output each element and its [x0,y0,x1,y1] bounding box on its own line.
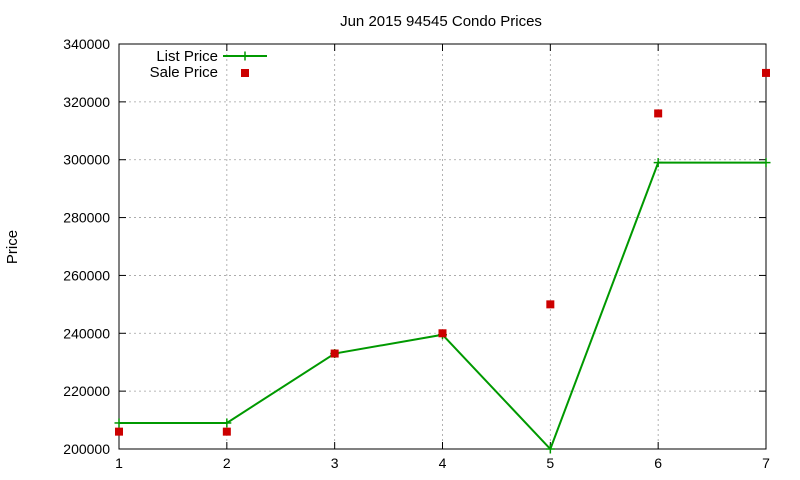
list-price-point [545,444,555,454]
sale-price-point [115,427,123,436]
legend-marker-list-price [240,51,250,61]
legend-label-sale-price: Sale Price [150,64,218,81]
x-tick-label: 6 [654,455,662,471]
y-axis-label: Price [4,230,21,264]
axes: 200000 220000 240000 260000 280000 300000 3200… [63,36,770,471]
sale-price-point [330,349,339,358]
x-tick-label: 2 [223,455,231,471]
sale-price-point [546,300,555,309]
legend-label-list-price: List Price [156,48,218,65]
series [114,68,771,454]
y-tick-label: 300000 [63,152,110,168]
plot-frame [118,43,767,450]
sale-price-point [762,68,770,77]
y-tick-label: 260000 [63,267,110,283]
x-tick-label: 3 [331,455,339,471]
list-price-point [761,158,771,168]
sale-price-point [438,329,447,338]
y-tick-label: 320000 [63,94,110,110]
y-tick-label: 340000 [63,36,110,52]
chart-title: Jun 2015 94545 Condo Prices [340,13,542,30]
y-tick-label: 220000 [63,383,110,399]
list-price-point [114,418,124,428]
list-price-point [653,158,663,168]
x-tick-label: 1 [115,455,123,471]
legend-marker-sale-price [241,69,249,77]
sale-price-point [222,427,231,436]
list-price-point [222,418,232,428]
y-tick-label: 280000 [63,210,110,226]
x-tick-label: 7 [762,455,770,471]
y-tick-label: 240000 [63,325,110,341]
sale-price-point [654,109,663,118]
x-tick-label: 5 [546,455,554,471]
x-tick-label: 4 [439,455,447,471]
y-tick-label: 200000 [63,441,110,457]
